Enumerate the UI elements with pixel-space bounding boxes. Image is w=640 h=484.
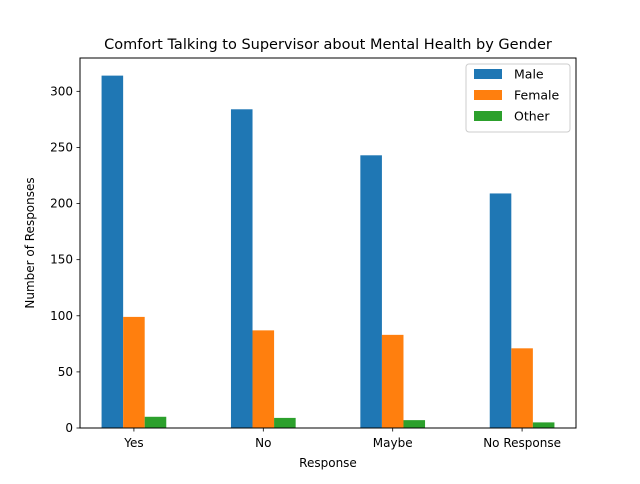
y-tick-label: 300 (50, 84, 73, 98)
x-tick-label: Maybe (373, 436, 413, 450)
plot-frame (79, 57, 577, 429)
legend-swatch-male (474, 69, 502, 79)
chart-title: Comfort Talking to Supervisor about Ment… (104, 37, 552, 53)
bar-female-yes (123, 316, 145, 428)
legend-swatch-other (474, 111, 502, 121)
legend-label-other: Other (514, 109, 550, 124)
y-axis-label: Number of Responses (23, 177, 37, 308)
y-axis: 0 50 100 150 200 250 300 (50, 84, 80, 435)
y-tick-label: 200 (50, 197, 73, 211)
x-tick-label: No (255, 436, 271, 450)
legend-label-female: Female (514, 88, 560, 103)
bar-male-no (230, 109, 253, 428)
bar-other-yes (144, 416, 167, 428)
plot-area (101, 75, 555, 429)
y-tick-label: 100 (50, 309, 73, 323)
bar-female-no-response (511, 348, 533, 428)
bar-other-no-response (532, 422, 555, 428)
bar-female-maybe (381, 334, 404, 428)
bar-male-maybe (360, 155, 382, 429)
y-tick-label: 50 (58, 365, 73, 379)
y-tick-label: 150 (50, 253, 73, 267)
x-tick-label: No Response (483, 436, 561, 450)
x-axis-label: Response (299, 456, 357, 470)
y-tick-label: 0 (65, 421, 73, 435)
legend-label-male: Male (514, 67, 544, 82)
bar-other-no (274, 417, 296, 428)
x-tick-label: Yes (123, 436, 143, 450)
bar-other-maybe (403, 420, 426, 428)
bar-male-no-response (489, 193, 512, 428)
bar-male-yes (101, 75, 124, 429)
x-axis: Yes No Maybe No Response (123, 428, 561, 450)
bar-female-no (252, 330, 275, 428)
legend-swatch-female (474, 90, 502, 100)
y-tick-label: 250 (50, 140, 73, 154)
legend: Male Female Other (465, 63, 571, 133)
